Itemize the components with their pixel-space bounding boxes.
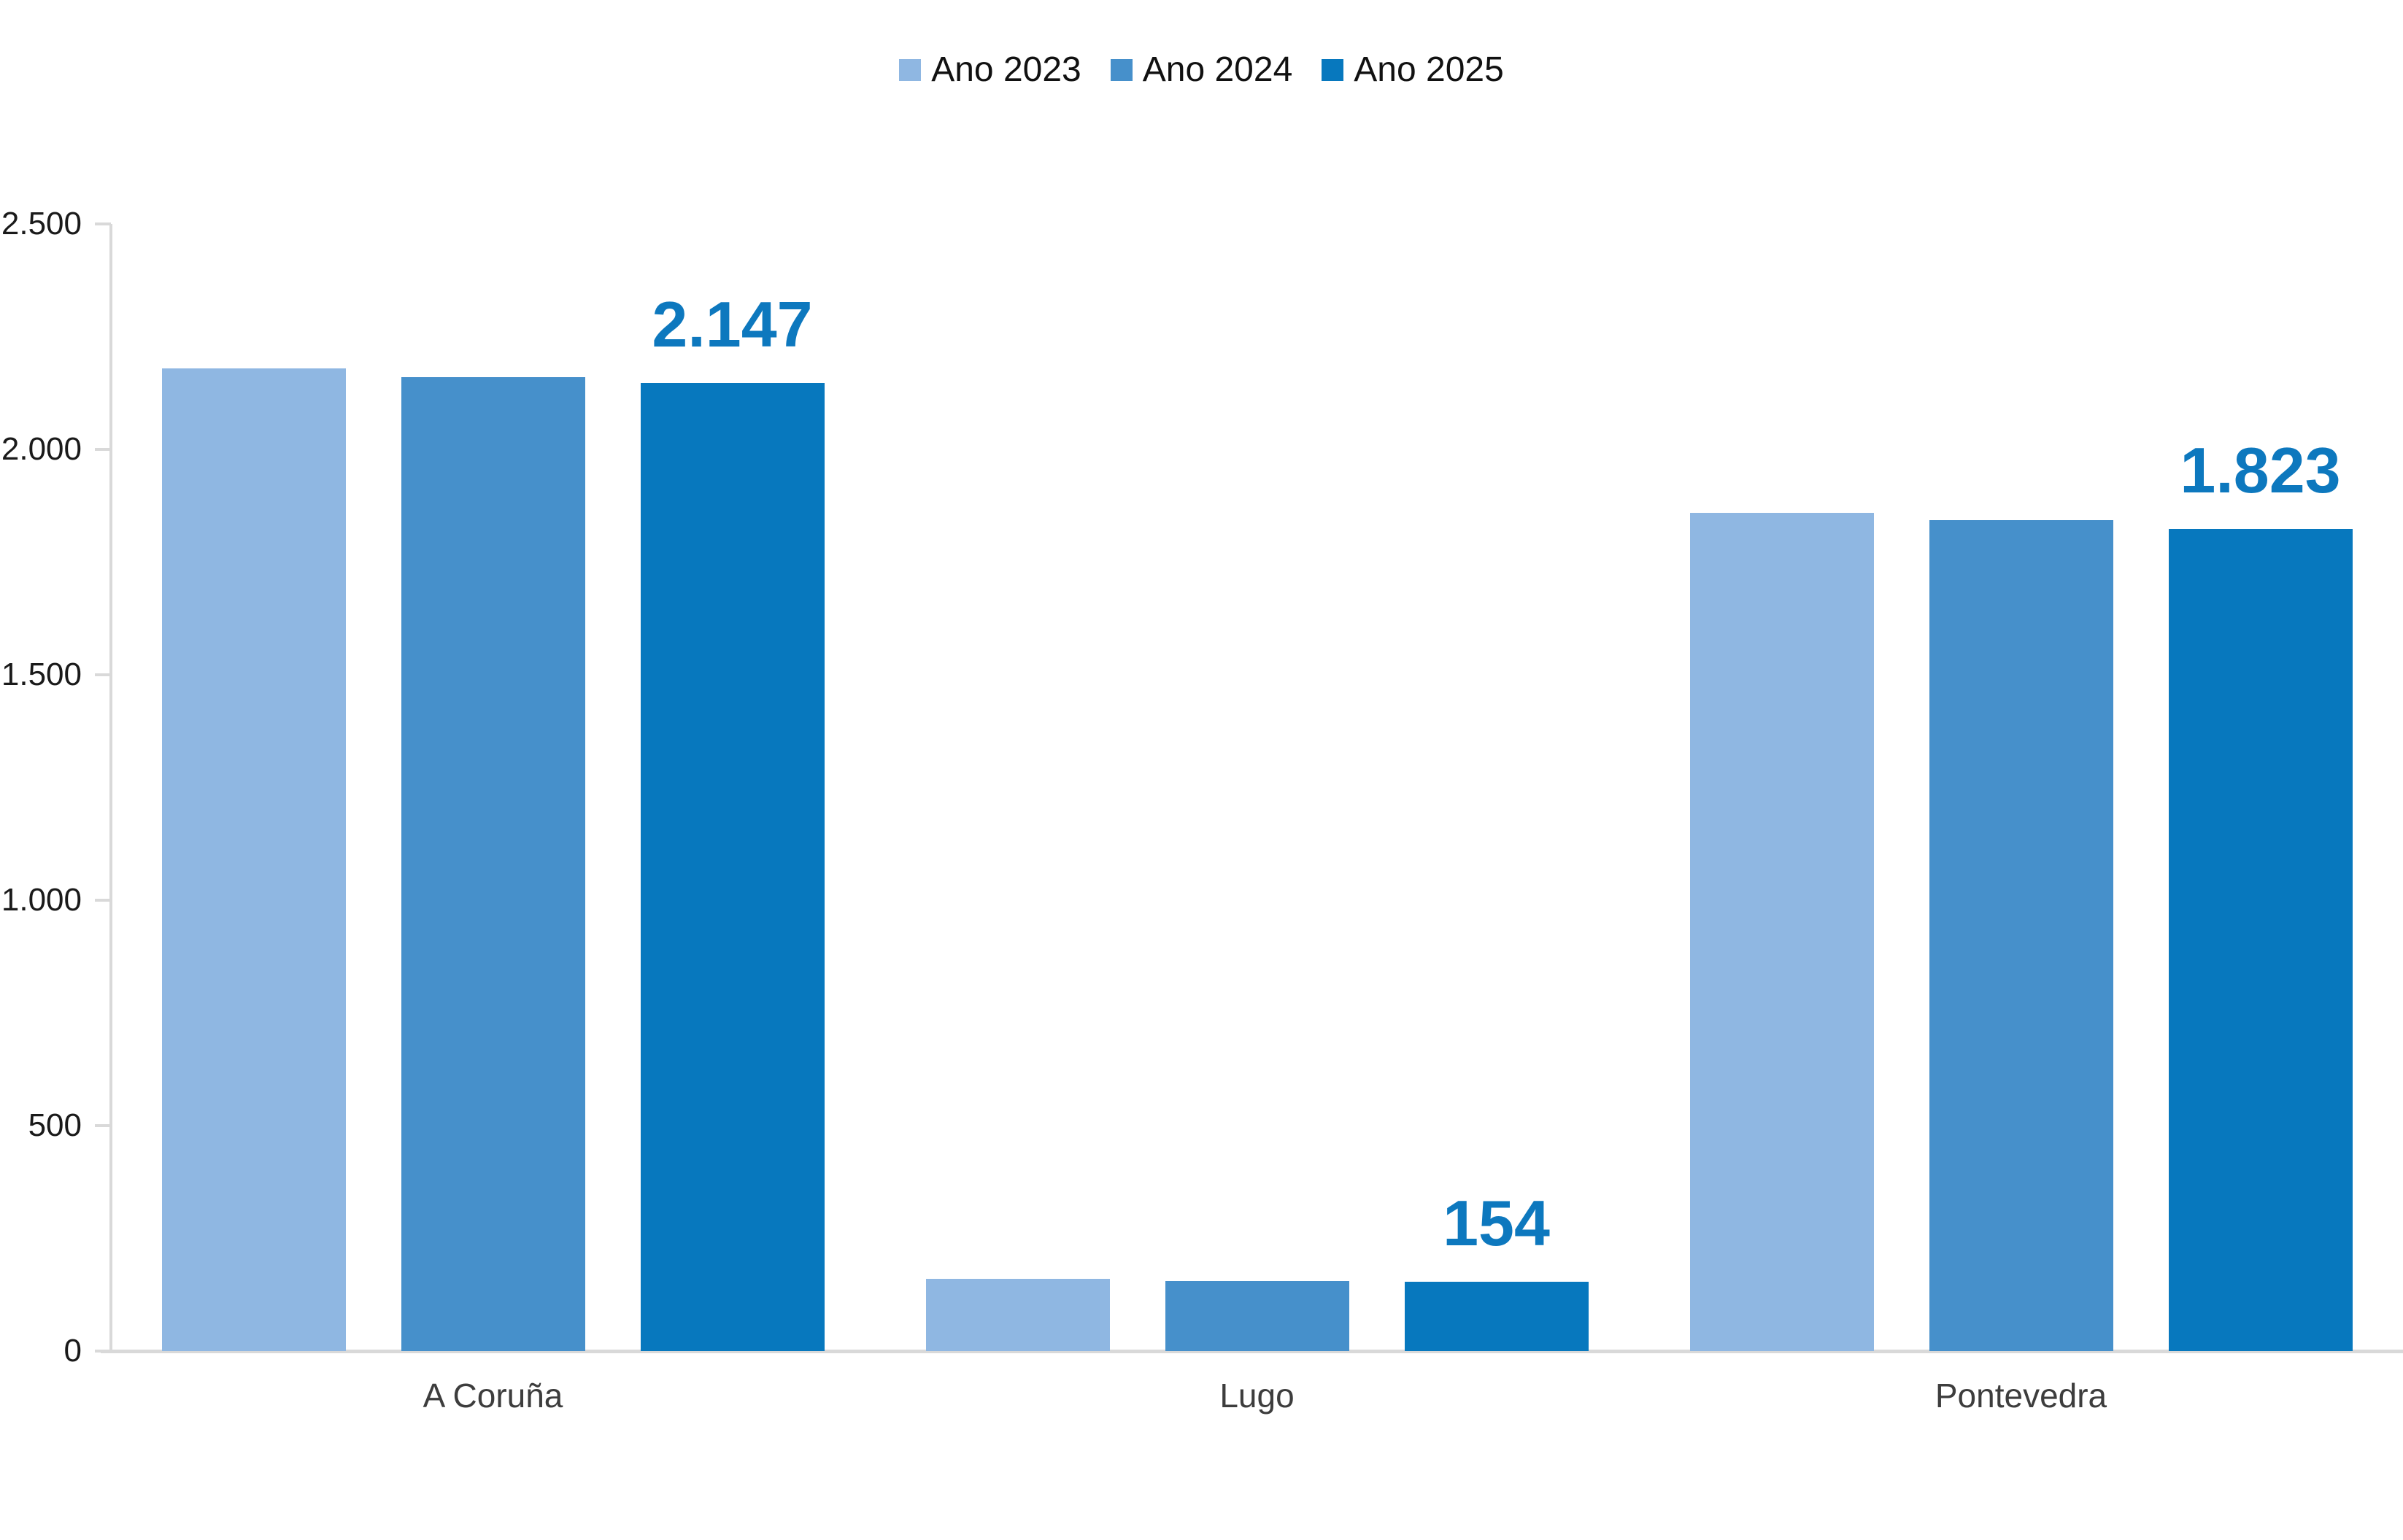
bar-ano-2023 — [1689, 512, 1874, 1351]
legend-label: Ano 2024 — [1142, 50, 1293, 89]
bar-group-a-coruña: 2.147 — [111, 224, 875, 1351]
category-label-pontevedra: Pontevedra — [1935, 1377, 2107, 1415]
bar-ano-2023 — [161, 368, 346, 1351]
y-tick-label: 500 — [28, 1107, 82, 1143]
legend-swatch-icon — [1322, 59, 1344, 81]
legend-item-ano-2023: Ano 2023 — [899, 53, 1081, 88]
category-label-a-coruña: A Coruña — [423, 1377, 563, 1415]
bar-group-pontevedra: 1.823 — [1639, 224, 2403, 1351]
bar-ano-2024 — [1929, 520, 2113, 1351]
y-tick-label: 2.500 — [1, 206, 82, 241]
legend-swatch-icon — [899, 59, 922, 81]
y-tick-mark — [95, 1124, 111, 1127]
data-label: 154 — [1443, 1186, 1550, 1259]
y-tick-label: 0 — [63, 1333, 82, 1369]
legend-label: Ano 2025 — [1354, 50, 1504, 89]
bar-ano-2024 — [1165, 1281, 1349, 1351]
y-tick-mark — [95, 448, 111, 451]
bar-ano-2025: 2.147 — [640, 293, 825, 1351]
y-axis-line — [109, 224, 112, 1353]
category-axis-labels: A Coruña Lugo Pontevedra — [111, 1376, 2403, 1416]
bar-ano-2024 — [401, 377, 585, 1351]
legend-swatch-icon — [1110, 59, 1133, 81]
x-axis-line — [101, 1350, 2403, 1353]
y-tick-label: 1.500 — [1, 657, 82, 692]
legend: Ano 2023 Ano 2024 Ano 2025 — [0, 53, 2403, 88]
plot-area: 2.147 154 1.823 — [111, 224, 2403, 1351]
data-label: 1.823 — [2180, 434, 2341, 507]
data-label: 2.147 — [652, 288, 813, 361]
bar-ano-2023 — [925, 1279, 1110, 1351]
y-tick-mark — [95, 223, 111, 225]
y-tick-mark — [95, 673, 111, 676]
y-tick-label: 2.000 — [1, 431, 82, 467]
bar-group-lugo: 154 — [875, 224, 1639, 1351]
bar-ano-2025: 154 — [1404, 1191, 1589, 1351]
legend-item-ano-2024: Ano 2024 — [1110, 50, 1293, 89]
y-tick-label: 1.000 — [1, 882, 82, 918]
category-label-lugo: Lugo — [1219, 1377, 1295, 1415]
legend-item-ano-2025: Ano 2025 — [1322, 53, 1504, 88]
bar-ano-2025: 1.823 — [2168, 438, 2353, 1351]
y-tick-mark — [95, 899, 111, 902]
legend-label: Ano 2023 — [931, 50, 1081, 89]
